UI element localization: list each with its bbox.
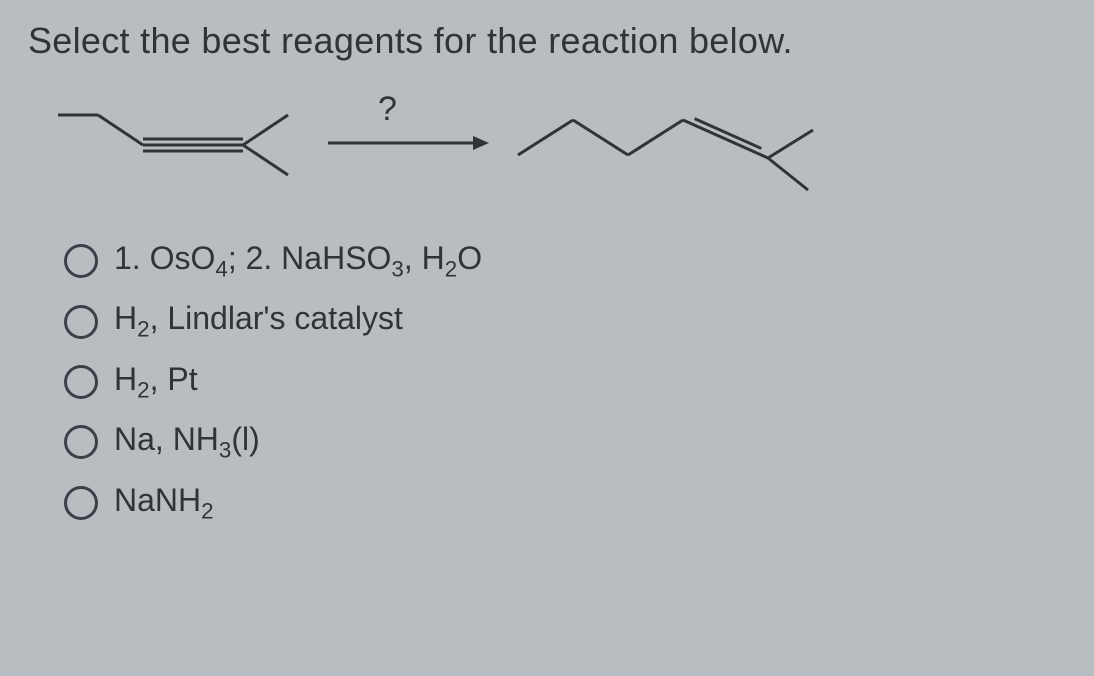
option-5[interactable]: NaNH2: [64, 482, 1066, 524]
arrow-label: ?: [378, 90, 397, 129]
option-1[interactable]: 1. OsO4; 2. NaHSO3, H2O: [64, 240, 1066, 282]
reaction-arrow: [323, 128, 493, 158]
starting-material: [48, 90, 308, 200]
question-text: Select the best reagents for the reactio…: [28, 20, 1066, 62]
option-label-1: 1. OsO4; 2. NaHSO3, H2O: [114, 240, 482, 282]
radio-5[interactable]: [64, 486, 98, 520]
reaction-scheme: ?: [28, 90, 1066, 200]
radio-4[interactable]: [64, 425, 98, 459]
options-list: 1. OsO4; 2. NaHSO3, H2O H2, Lindlar's cat…: [28, 240, 1066, 524]
option-label-2: H2, Lindlar's catalyst: [114, 300, 403, 342]
option-label-5: NaNH2: [114, 482, 214, 524]
radio-2[interactable]: [64, 305, 98, 339]
option-3[interactable]: H2, Pt: [64, 361, 1066, 403]
product: [508, 90, 828, 200]
option-label-4: Na, NH3(l): [114, 421, 260, 463]
option-4[interactable]: Na, NH3(l): [64, 421, 1066, 463]
option-2[interactable]: H2, Lindlar's catalyst: [64, 300, 1066, 342]
option-label-3: H2, Pt: [114, 361, 198, 403]
radio-3[interactable]: [64, 365, 98, 399]
radio-1[interactable]: [64, 244, 98, 278]
